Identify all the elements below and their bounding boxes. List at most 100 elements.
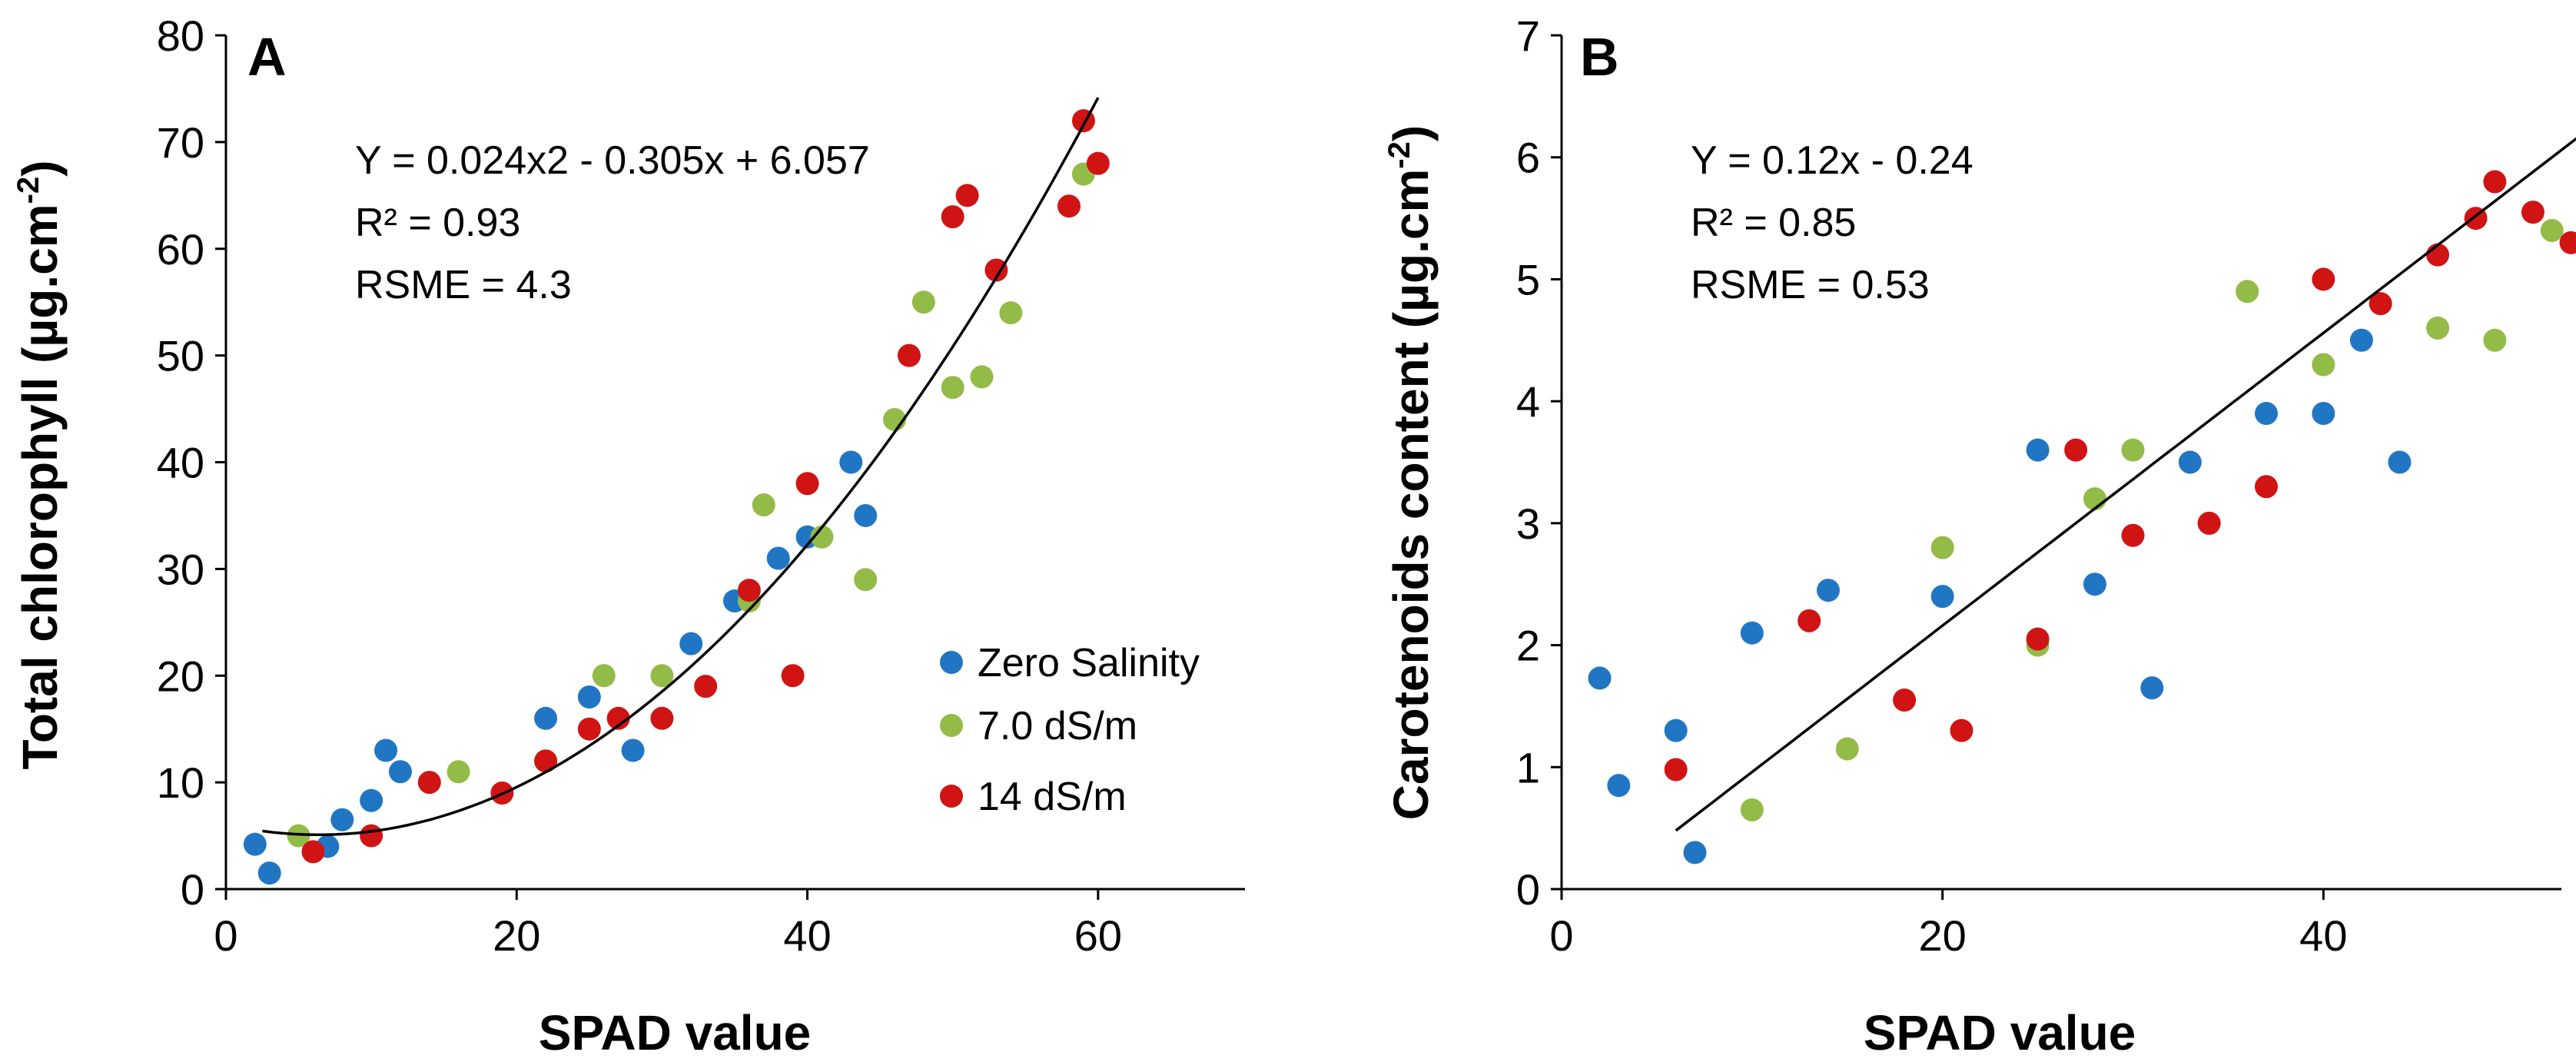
point-7-ds-m: [287, 824, 310, 848]
panel-a-y-tick-label: 50: [157, 332, 204, 380]
panel-a-x-tick-label: 20: [493, 911, 540, 960]
point-14-ds-m: [577, 717, 601, 741]
point-zero-salinity: [2140, 676, 2164, 700]
point-14-ds-m: [2312, 267, 2335, 291]
point-7-ds-m: [752, 493, 775, 517]
panel-a-x-ticks: 0 20 40 60: [214, 889, 1122, 960]
point-14-ds-m: [897, 343, 921, 367]
panel-b-y-title-sup: -2: [1383, 141, 1416, 169]
panel-b-y-ticks: 0 1 2 3 4 5 6 7: [1516, 12, 1562, 914]
panel-a-equation: Y = 0.024x2 - 0.305x + 6.057: [355, 138, 870, 183]
point-zero-salinity: [534, 706, 558, 730]
panel-a-x-axis-title: SPAD value: [539, 1005, 812, 1060]
panel-a-r-squared: R² = 0.93: [355, 201, 520, 245]
point-zero-salinity: [1740, 621, 1764, 645]
point-7-ds-m: [2121, 438, 2145, 462]
point-14-ds-m: [984, 258, 1008, 282]
point-14-ds-m: [301, 840, 325, 864]
panel-b-y-tick-label: 3: [1516, 499, 1540, 548]
point-14-ds-m: [2559, 231, 2576, 254]
point-7-ds-m: [970, 365, 994, 389]
panel-b-y-tick-label: 1: [1516, 743, 1540, 792]
panel-b-x-tick-label: 20: [1919, 911, 1967, 960]
panel-b-x-tick-label: 40: [2299, 911, 2347, 960]
point-14-ds-m: [941, 205, 964, 229]
panel-a-y-tick-label: 20: [157, 652, 204, 700]
point-zero-salinity: [854, 503, 878, 527]
point-14-ds-m: [2064, 438, 2088, 462]
point-14-ds-m: [694, 675, 718, 699]
panel-b-y-axis-title: Carotenoids content (µg.cm-2): [1383, 125, 1439, 820]
panel-b-y-tick-label: 2: [1516, 622, 1540, 670]
point-14-ds-m: [1798, 609, 1821, 632]
point-7-ds-m: [810, 525, 834, 549]
point-7-ds-m: [854, 568, 878, 592]
point-zero-salinity: [330, 808, 354, 831]
panel-a-x-tick-label: 0: [214, 911, 237, 960]
panel-b-label: B: [1580, 27, 1619, 87]
point-7-ds-m: [650, 664, 674, 688]
panel-b-y-tick-label: 5: [1516, 255, 1540, 304]
point-14-ds-m: [1893, 688, 1917, 712]
point-7-ds-m: [941, 376, 964, 400]
panel-b-y-title-tail: ): [1383, 125, 1439, 141]
panel-b-y-tick-label: 4: [1516, 377, 1540, 426]
point-7-ds-m: [592, 664, 616, 688]
point-7-ds-m: [2312, 353, 2335, 377]
panel-a-y-axis-title: Total chlorophyll (µg.cm-2): [12, 160, 68, 769]
point-14-ds-m: [650, 706, 674, 730]
panel-b-r-squared: R² = 0.85: [1691, 201, 1856, 245]
point-14-ds-m: [795, 472, 819, 496]
point-zero-salinity: [1683, 841, 1707, 865]
panel-a-y-title-tail: ): [12, 160, 68, 176]
point-zero-salinity: [2083, 572, 2106, 596]
point-14-ds-m: [360, 824, 383, 848]
point-zero-salinity: [577, 685, 601, 709]
panel-b-rsme: RSME = 0.53: [1691, 263, 1930, 307]
panel-a-label: A: [247, 27, 287, 87]
panel-a-x-tick-label: 40: [783, 911, 831, 960]
panel-a-y-tick-label: 10: [157, 758, 204, 807]
point-7-ds-m: [1740, 798, 1764, 821]
point-zero-salinity: [2312, 402, 2335, 426]
point-7-ds-m: [446, 760, 470, 784]
point-14-ds-m: [2026, 627, 2050, 651]
point-14-ds-m: [606, 706, 630, 730]
point-7-ds-m: [2483, 328, 2507, 352]
point-zero-salinity: [1930, 585, 1954, 609]
point-zero-salinity: [621, 738, 645, 762]
legend-label-14-ds-m: 14 dS/m: [978, 775, 1127, 819]
point-7-ds-m: [911, 290, 935, 314]
point-zero-salinity: [2388, 450, 2412, 474]
point-7-ds-m: [2236, 280, 2259, 304]
panel-a-x-tick-label: 60: [1074, 911, 1122, 960]
point-zero-salinity: [839, 450, 863, 474]
point-zero-salinity: [766, 546, 790, 570]
panel-a-y-tick-label: 60: [157, 225, 204, 274]
panel-a-y-tick-label: 40: [157, 439, 204, 487]
point-14-ds-m: [2369, 292, 2392, 316]
panel-a-y-tick-label: 70: [157, 118, 204, 167]
point-14-ds-m: [1664, 758, 1688, 782]
point-zero-salinity: [2254, 402, 2278, 426]
point-zero-salinity: [2349, 328, 2373, 352]
point-zero-salinity: [1607, 774, 1631, 798]
panel-b-y-tick-label: 6: [1516, 134, 1540, 182]
panel-b-points: [1588, 170, 2576, 865]
point-14-ds-m: [955, 184, 979, 207]
point-zero-salinity: [243, 832, 267, 856]
point-zero-salinity: [374, 738, 398, 762]
panel-b-y-tick-label: 0: [1516, 865, 1540, 914]
point-zero-salinity: [257, 861, 281, 885]
panel-b-y-title-main: Carotenoids content (µg.cm: [1383, 169, 1439, 821]
panel-a-y-ticks: 0 10 20 30 40 50 60 70 80: [157, 12, 226, 914]
legend-label-zero-salinity: Zero Salinity: [978, 641, 1200, 685]
panel-a-y-title-sup: -2: [12, 177, 45, 204]
point-zero-salinity: [2178, 450, 2202, 474]
legend-marker-zero-salinity: [940, 651, 963, 674]
panel-a-y-title-main: Total chlorophyll (µg.cm: [12, 204, 68, 769]
point-14-ds-m: [737, 579, 761, 602]
panel-a-points: [243, 109, 1110, 885]
